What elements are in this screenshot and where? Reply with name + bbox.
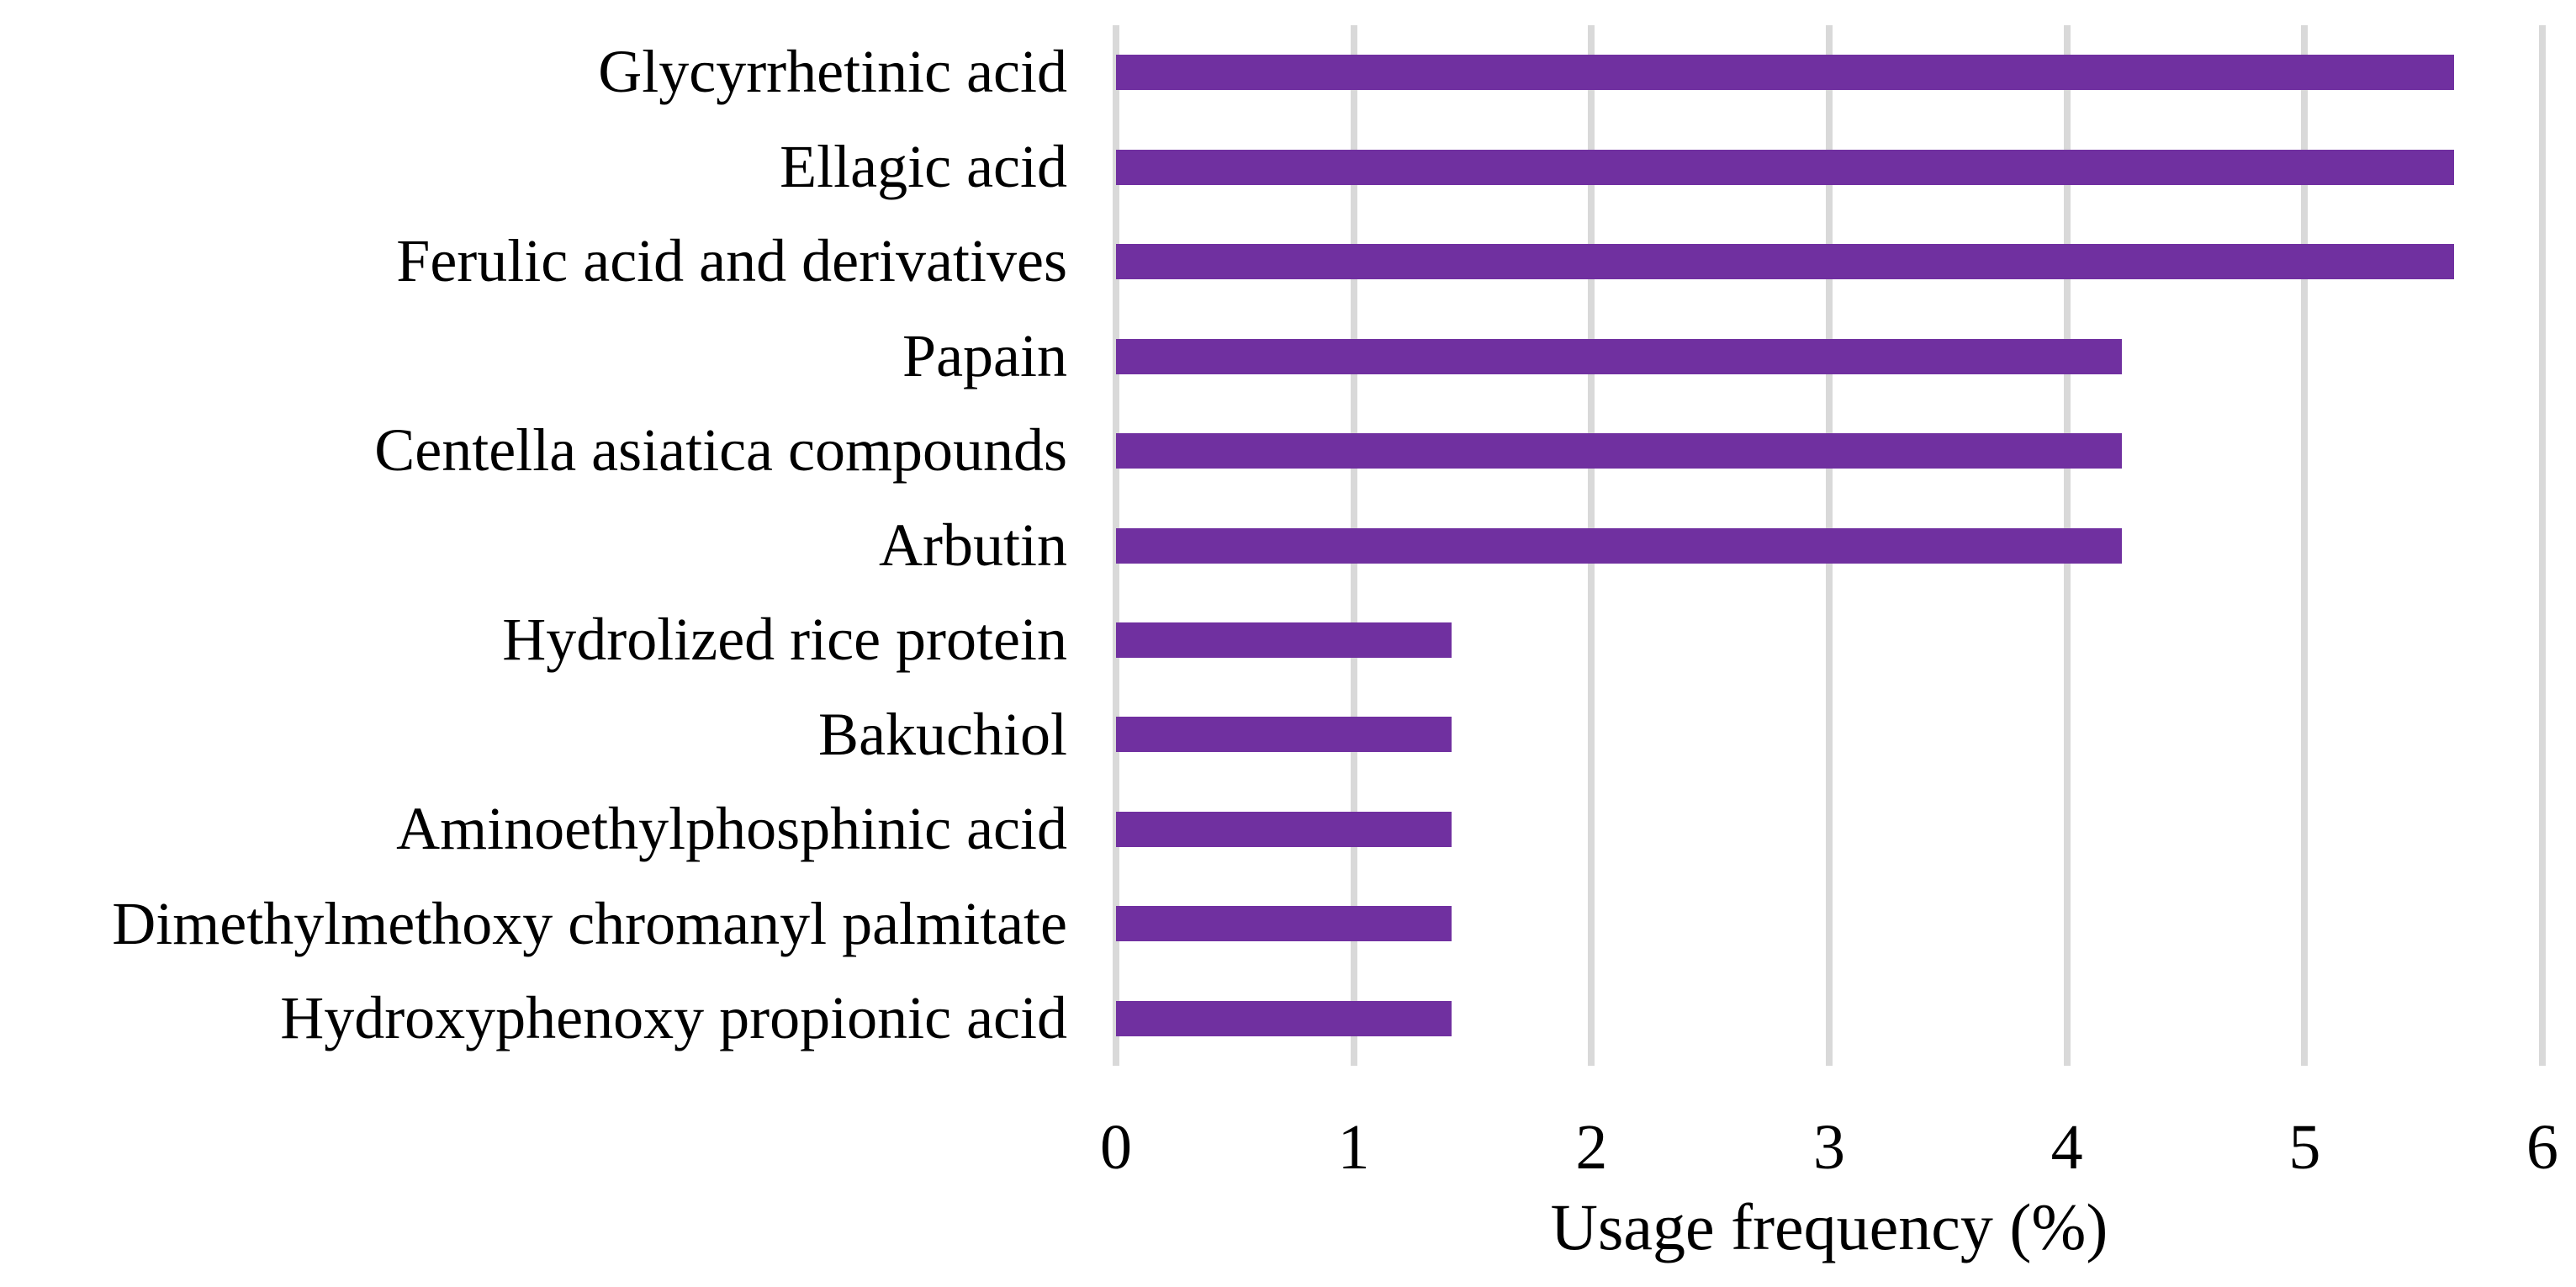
- x-tick-label: 3: [1813, 1112, 1845, 1183]
- bar: [1116, 811, 1452, 847]
- category-label: Aminoethylphosphinic acid: [396, 795, 1067, 863]
- bar: [1116, 149, 2455, 185]
- x-tick-label: 0: [1100, 1112, 1132, 1183]
- bar: [1116, 1000, 1452, 1036]
- x-axis-title: Usage frequency (%): [1550, 1190, 2108, 1263]
- bar: [1116, 906, 1452, 942]
- x-tick-label: 2: [1575, 1112, 1608, 1183]
- bar: [1116, 717, 1452, 753]
- category-label: Dimethylmethoxy chromanyl palmitate: [112, 889, 1067, 957]
- x-tick-label: 6: [2526, 1112, 2558, 1183]
- x-tick-label: 5: [2288, 1112, 2321, 1183]
- bar: [1116, 622, 1452, 658]
- bar: [1116, 55, 2455, 91]
- category-label: Bakuchiol: [818, 700, 1067, 768]
- category-label: Papain: [902, 321, 1067, 389]
- category-label: Hydrolized rice protein: [502, 606, 1067, 674]
- x-tick-label: 1: [1337, 1112, 1370, 1183]
- x-tick-label: 4: [2050, 1112, 2083, 1183]
- bar: [1116, 338, 2122, 374]
- gridline-x-5: [2301, 25, 2309, 1066]
- category-label: Ferulic acid and derivatives: [396, 227, 1067, 295]
- category-label: Ellagic acid: [780, 132, 1067, 200]
- bar: [1116, 244, 2455, 280]
- bar: [1116, 527, 2122, 564]
- category-label: Centella asiatica compounds: [374, 416, 1067, 485]
- bar: [1116, 433, 2122, 469]
- gridline-x-6: [2539, 25, 2546, 1066]
- category-label: Hydroxyphenoxy propionic acid: [280, 983, 1067, 1051]
- category-label: Arbutin: [879, 511, 1067, 579]
- category-label: Glycyrrhetinic acid: [598, 38, 1067, 106]
